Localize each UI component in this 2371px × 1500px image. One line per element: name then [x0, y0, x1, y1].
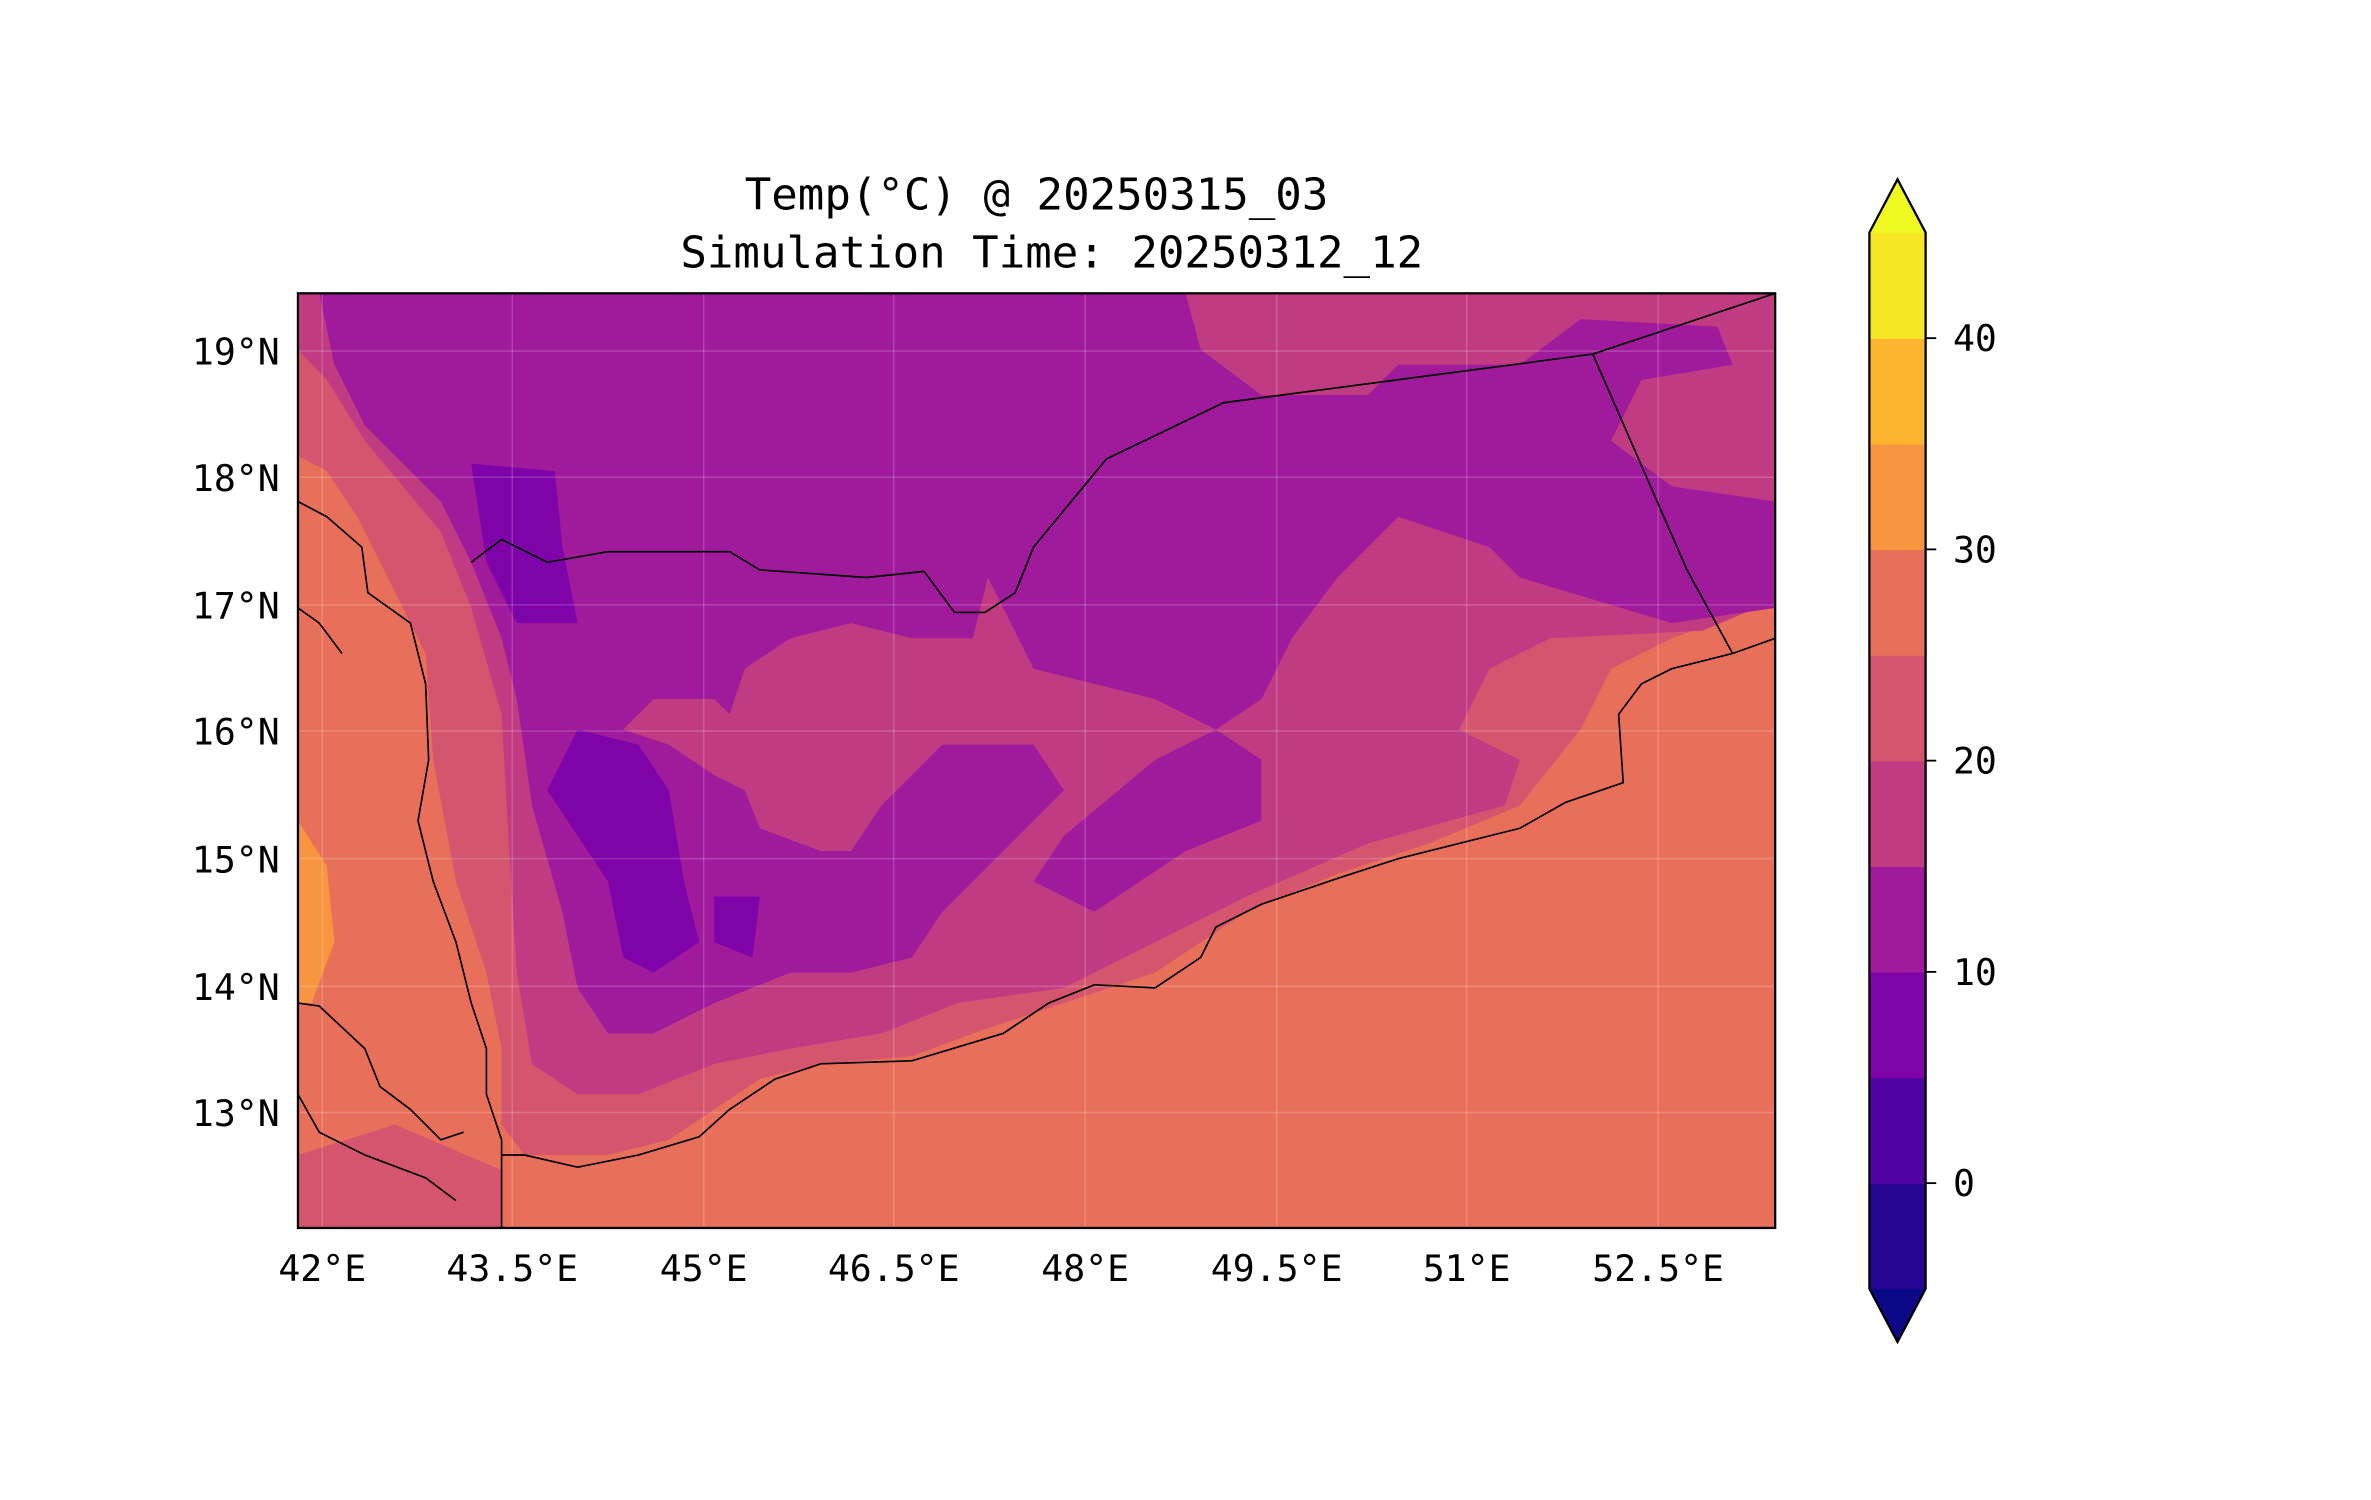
- x-tick-label: 48°E: [1041, 1247, 1129, 1290]
- colorbar-tick-label: 20: [1953, 740, 1997, 783]
- x-tick-label: 43.5°E: [446, 1247, 578, 1290]
- colorbar-tick-label: 0: [1953, 1162, 1975, 1205]
- temp-band-30-35: [297, 820, 335, 1004]
- gridlines: [297, 293, 1776, 1228]
- colorbar: [1868, 176, 1937, 1345]
- temp-band-10-15-east: [1033, 729, 1262, 912]
- temp-band-10-15: [319, 293, 1776, 1034]
- x-tick-label: 42°E: [278, 1247, 366, 1290]
- plot-frame: [296, 292, 1777, 1230]
- colorbar-tick-label: 40: [1953, 317, 1997, 360]
- x-tick-label: 52.5°E: [1592, 1247, 1724, 1290]
- colorbar-tick-label: 10: [1953, 951, 1997, 994]
- colorbar-bin: [1869, 1183, 1926, 1290]
- y-tick-label: 15°N: [192, 838, 280, 881]
- colorbar-bin: [1869, 232, 1926, 339]
- border-oman: [1592, 353, 1734, 654]
- colorbar-ticks: 0 10 20 30 40: [1953, 317, 1997, 1205]
- x-tick-label: 46.5°E: [828, 1247, 960, 1290]
- y-axis: 19°N 18°N 17°N 16°N 15°N 14°N 13°N: [192, 331, 280, 1135]
- y-tick-label: 14°N: [192, 966, 280, 1009]
- coastline-africa-south: [297, 1002, 464, 1141]
- coastline-south-yemen: [500, 637, 1776, 1228]
- temp-band-20-25-south: [297, 1124, 502, 1228]
- chart-subtitle: Simulation Time: 20250312_12: [680, 227, 1423, 278]
- temp-band-5-10-small: [714, 896, 760, 958]
- chart-title: Temp(°C) @ 20250315_03: [745, 170, 1329, 221]
- y-tick-label: 19°N: [192, 331, 280, 374]
- coastline-africa-north: [297, 607, 343, 654]
- x-tick-label: 45°E: [660, 1247, 748, 1290]
- colorbar-bin: [1869, 655, 1926, 762]
- colorbar-outline: [1868, 176, 1927, 1345]
- y-tick-label: 17°N: [192, 585, 280, 628]
- colorbar-bin: [1869, 971, 1926, 1079]
- coastline-red-sea: [297, 500, 503, 1156]
- temp-band-5-10-highlands: [547, 729, 700, 973]
- temp-band-5-10-north: [471, 463, 578, 624]
- y-tick-label: 13°N: [192, 1092, 280, 1135]
- border-saudi-yemen: [470, 293, 1776, 614]
- coastline-djibouti: [297, 1093, 457, 1202]
- x-axis: 42°E 43.5°E 45°E 46.5°E 48°E 49.5°E 51°E…: [278, 1247, 1724, 1290]
- y-tick-label: 18°N: [192, 457, 280, 500]
- colorbar-extend-under: [1869, 1288, 1926, 1342]
- map-plot-area: [297, 293, 1776, 1228]
- colorbar-bin: [1869, 760, 1926, 868]
- y-tick-label: 16°N: [192, 711, 280, 754]
- colorbar-bin: [1869, 443, 1926, 551]
- x-tick-label: 49.5°E: [1211, 1247, 1343, 1290]
- colorbar-tick-label: 30: [1953, 528, 1997, 571]
- colorbar-bin: [1869, 1077, 1926, 1184]
- x-tick-label: 51°E: [1423, 1247, 1511, 1290]
- colorbar-bin: [1869, 549, 1926, 656]
- colorbar-extend-over: [1869, 179, 1926, 233]
- colorbar-bin: [1869, 338, 1926, 445]
- colorbar-bin: [1869, 866, 1926, 973]
